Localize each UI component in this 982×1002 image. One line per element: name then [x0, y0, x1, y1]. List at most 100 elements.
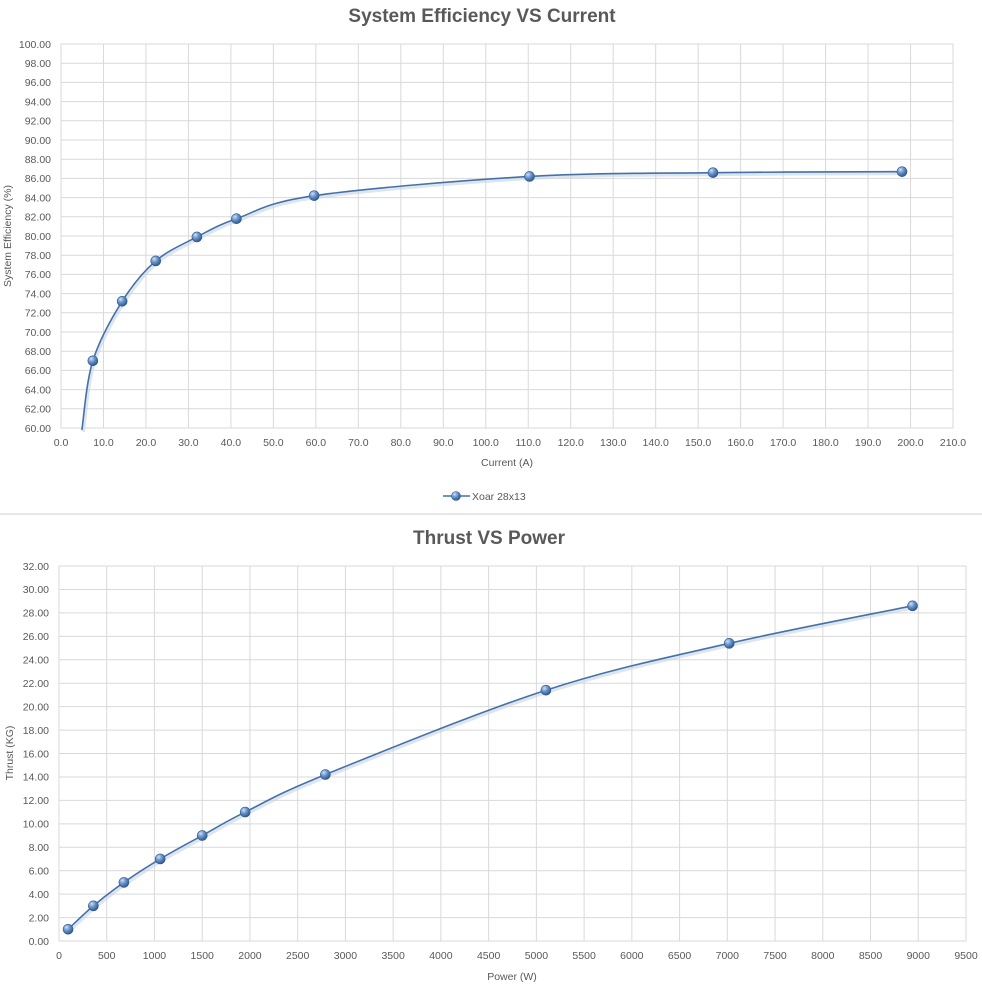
thrust-x-tick-label: 6000 [620, 950, 644, 962]
thrust-x-tick-label: 1000 [143, 950, 167, 962]
thrust-series-line-shadow [68, 606, 915, 933]
thrust-y-tick-label: 20.00 [23, 701, 49, 713]
efficiency-x-tick-label: 90.0 [433, 437, 454, 449]
efficiency-data-point [87, 355, 99, 367]
thrust-y-tick-label: 8.00 [29, 842, 50, 854]
efficiency-y-tick-label: 62.00 [25, 404, 51, 416]
thrust-x-tick-label: 4000 [429, 950, 453, 962]
efficiency-data-point [116, 295, 128, 307]
efficiency-x-tick-label: 180.0 [812, 437, 838, 449]
efficiency-data-point [524, 171, 535, 182]
efficiency-y-tick-label: 70.00 [25, 327, 51, 339]
efficiency-y-tick-label: 80.00 [25, 231, 51, 243]
efficiency-x-tick-label: 40.0 [221, 437, 242, 449]
thrust-data-point [723, 638, 735, 649]
thrust-y-tick-label: 32.00 [23, 561, 49, 573]
efficiency-y-tick-label: 98.00 [25, 58, 51, 70]
thrust-x-tick-label: 500 [98, 950, 116, 962]
efficiency-x-tick-label: 110.0 [515, 437, 541, 449]
thrust-x-tick-label: 9000 [907, 950, 931, 962]
efficiency-y-tick-labels: 60.00 62.00 64.00 66.00 68.00 70.00 72.00 74.00… [19, 39, 51, 435]
efficiency-x-tick-label: 210.0 [940, 437, 966, 449]
efficiency-series-line-shadow [81, 172, 904, 433]
thrust-y-tick-label: 0.00 [29, 936, 50, 948]
thrust-data-point [907, 600, 918, 612]
efficiency-y-tick-label: 86.00 [25, 173, 51, 185]
thrust-x-tick-label: 2000 [238, 950, 262, 962]
thrust-x-tick-label: 7000 [716, 950, 740, 962]
thrust-x-tick-labels: 0 500 1000 1500 2000 2500 3000 3500 4000 4500 5000… [56, 950, 978, 962]
efficiency-data-point [150, 255, 162, 267]
thrust-y-tick-label: 28.00 [23, 608, 49, 620]
thrust-x-tick-label: 3500 [381, 950, 405, 962]
thrust-y-tick-label: 2.00 [29, 912, 50, 924]
thrust-y-tick-label: 16.00 [23, 748, 49, 760]
efficiency-x-tick-label: 100.0 [473, 437, 499, 449]
efficiency-y-tick-label: 90.00 [25, 135, 51, 147]
efficiency-y-tick-label: 72.00 [25, 308, 51, 320]
thrust-x-tick-label: 5500 [572, 950, 596, 962]
thrust-x-tick-label: 0 [56, 950, 62, 962]
efficiency-y-tick-label: 64.00 [25, 384, 51, 396]
thrust-x-tick-label: 4500 [477, 950, 501, 962]
efficiency-y-tick-label: 78.00 [25, 250, 51, 262]
thrust-y-tick-label: 22.00 [23, 678, 49, 690]
thrust-y-tick-label: 4.00 [29, 889, 50, 901]
efficiency-x-tick-label: 60.0 [306, 437, 327, 449]
thrust-y-tick-label: 24.00 [23, 655, 49, 667]
efficiency-y-tick-label: 60.00 [25, 423, 51, 435]
thrust-x-axis-label: Power (W) [487, 971, 537, 983]
thrust-data-point [62, 923, 74, 935]
efficiency-y-tick-label: 82.00 [25, 212, 51, 224]
efficiency-x-tick-label: 200.0 [897, 437, 923, 449]
efficiency-x-tick-label: 70.0 [348, 437, 369, 449]
thrust-data-point [540, 684, 552, 696]
thrust-y-tick-label: 10.00 [23, 819, 49, 831]
efficiency-x-tick-label: 10.0 [93, 437, 114, 449]
thrust-x-tick-label: 9500 [954, 950, 978, 962]
efficiency-plot-frame [60, 43, 954, 429]
efficiency-y-tick-label: 96.00 [25, 77, 51, 89]
thrust-series-line [67, 605, 913, 930]
thrust-x-tick-label: 5000 [525, 950, 549, 962]
thrust-data-point [196, 830, 208, 841]
thrust-x-tick-label: 6500 [668, 950, 692, 962]
efficiency-x-tick-label: 190.0 [855, 437, 881, 449]
efficiency-chart-title: System Efficiency VS Current [348, 6, 616, 27]
legend: Xoar 28x13 [443, 491, 526, 503]
thrust-y-tick-label: 30.00 [23, 584, 49, 596]
efficiency-x-tick-label: 170.0 [770, 437, 796, 449]
efficiency-y-axis-label: System Efficiency (%) [2, 185, 14, 287]
thrust-data-point [320, 769, 331, 780]
efficiency-data-point [707, 167, 719, 178]
thrust-y-tick-label: 14.00 [23, 772, 49, 784]
thrust-y-tick-label: 12.00 [23, 795, 49, 807]
efficiency-data-point [308, 190, 320, 201]
efficiency-y-tick-label: 92.00 [25, 116, 51, 128]
efficiency-series [81, 166, 908, 433]
thrust-chart: Thrust VS Power 0.00 2.00 4.00 6.00 8.00 10.0… [4, 528, 978, 983]
thrust-plot-frame [58, 565, 967, 942]
thrust-x-tick-label: 7500 [763, 950, 787, 962]
thrust-y-tick-label: 18.00 [23, 725, 49, 737]
thrust-series [62, 600, 918, 935]
efficiency-y-tick-label: 76.00 [25, 269, 51, 281]
efficiency-x-tick-label: 80.0 [391, 437, 412, 449]
thrust-y-axis-label: Thrust (KG) [4, 726, 16, 781]
thrust-data-point [118, 877, 130, 888]
efficiency-y-tick-label: 88.00 [25, 154, 51, 166]
thrust-y-tick-label: 6.00 [29, 865, 50, 877]
thrust-x-tick-label: 3000 [334, 950, 358, 962]
efficiency-x-tick-label: 140.0 [643, 437, 669, 449]
thrust-y-tick-labels: 0.00 2.00 4.00 6.00 8.00 10.00 12.00 14.00 16.00… [23, 561, 49, 948]
thrust-x-tick-label: 1500 [191, 950, 215, 962]
thrust-x-tick-label: 8000 [811, 950, 835, 962]
efficiency-data-point [191, 231, 203, 243]
thrust-data-point [88, 900, 99, 912]
thrust-data-point [154, 853, 166, 865]
efficiency-series-line [81, 170, 903, 431]
thrust-y-tick-label: 26.00 [23, 631, 49, 643]
thrust-data-point [239, 806, 251, 818]
thrust-x-tick-label: 8500 [859, 950, 883, 962]
